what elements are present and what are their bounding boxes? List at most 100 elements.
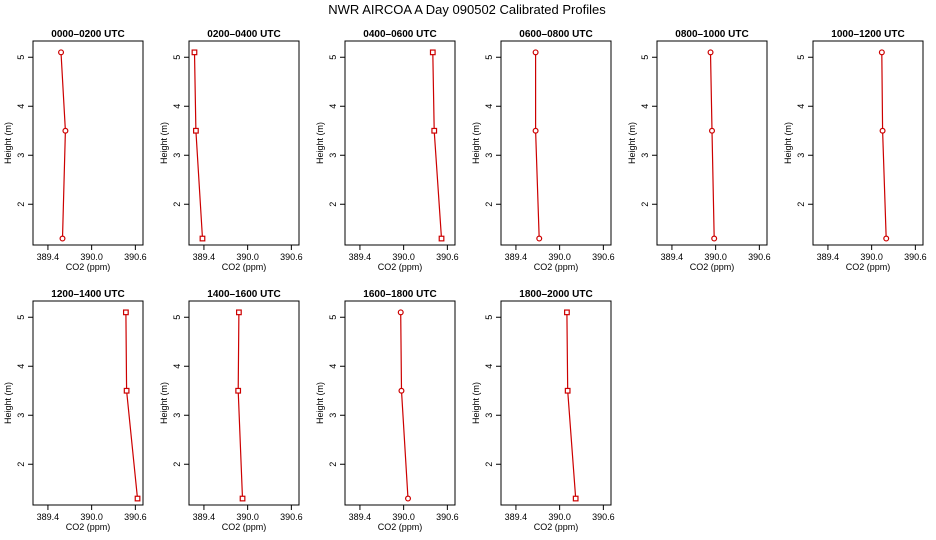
y-tick-label: 5	[172, 315, 182, 320]
data-point	[58, 49, 65, 56]
y-tick-label: 2	[16, 462, 26, 467]
profile-line	[566, 312, 577, 499]
chart-panel: 1800–2000 UTC 389.4 390.0 390.6 CO2 (ppm) 2 3 4…	[471, 289, 615, 532]
data-point	[199, 235, 206, 242]
profile-line	[237, 312, 244, 499]
y-tick-label: 2	[16, 202, 26, 207]
data-point	[62, 127, 69, 134]
panel-title: 0400–0600 UTC	[363, 29, 436, 40]
data-point	[431, 127, 438, 134]
plot-frame	[32, 300, 144, 506]
profile-line	[709, 52, 715, 239]
plot-frame	[188, 40, 300, 246]
panel-title: 0200–0400 UTC	[207, 29, 280, 40]
x-axis-label: CO2 (ppm)	[66, 262, 111, 272]
y-axis-label: Height (m)	[159, 382, 169, 424]
x-tick-label: 389.4	[193, 252, 216, 262]
y-tick-label: 4	[16, 104, 26, 109]
y-tick-label: 3	[328, 413, 338, 418]
y-tick-label: 4	[796, 104, 806, 109]
x-tick-label: 389.4	[37, 512, 60, 522]
x-axis-label: CO2 (ppm)	[690, 262, 735, 272]
x-tick-label: 390.0	[704, 252, 727, 262]
data-point	[123, 387, 130, 394]
y-tick-label: 2	[172, 202, 182, 207]
y-tick-label: 4	[328, 104, 338, 109]
x-axis-label: CO2 (ppm)	[66, 522, 111, 532]
data-point	[59, 235, 66, 242]
y-tick-label: 5	[640, 55, 650, 60]
x-tick-label: 390.6	[436, 512, 459, 522]
y-tick-label: 2	[328, 462, 338, 467]
x-tick-label: 390.6	[280, 512, 303, 522]
panel-title: 1200–1400 UTC	[51, 289, 124, 300]
data-point	[536, 235, 543, 242]
data-point	[438, 235, 445, 242]
x-tick-label: 390.0	[236, 512, 259, 522]
chart-panel: 0400–0600 UTC 389.4 390.0 390.6 CO2 (ppm) 2 3 4…	[315, 29, 459, 272]
x-tick-label: 390.6	[592, 252, 615, 262]
chart-panel: 0600–0800 UTC 389.4 390.0 390.6 CO2 (ppm) 2 3 4…	[471, 29, 615, 272]
data-point	[134, 495, 141, 502]
data-point	[564, 387, 571, 394]
y-tick-label: 3	[640, 153, 650, 158]
data-point	[532, 127, 539, 134]
plot-frame	[344, 40, 456, 246]
y-tick-label: 2	[640, 202, 650, 207]
x-axis-label: CO2 (ppm)	[222, 262, 267, 272]
data-point	[191, 49, 198, 56]
x-axis-label: CO2 (ppm)	[846, 262, 891, 272]
plot-frame	[500, 300, 612, 506]
x-tick-label: 389.4	[349, 512, 372, 522]
figure-title: NWR AIRCOA A Day 090502 Calibrated Profi…	[328, 2, 606, 17]
y-axis-label: Height (m)	[627, 122, 637, 164]
data-point	[193, 127, 199, 134]
x-tick-label: 390.6	[592, 512, 615, 522]
panel-title: 0800–1000 UTC	[675, 29, 748, 40]
chart-panel: 0000–0200 UTC 389.4 390.0 390.6 CO2 (ppm) 2 3 4…	[3, 29, 147, 272]
chart-panel: 0800–1000 UTC 389.4 390.0 390.6 CO2 (ppm) 2 3 4…	[627, 29, 771, 272]
x-tick-label: 389.4	[505, 512, 528, 522]
x-axis-label: CO2 (ppm)	[534, 522, 579, 532]
y-axis-label: Height (m)	[3, 382, 13, 424]
y-tick-label: 3	[16, 153, 26, 158]
y-tick-label: 3	[172, 413, 182, 418]
x-axis-label: CO2 (ppm)	[534, 262, 579, 272]
chart-panel: 1200–1400 UTC 389.4 390.0 390.6 CO2 (ppm) 2 3 4…	[3, 289, 147, 532]
profile-line	[125, 312, 139, 499]
panels-grid: 0000–0200 UTC 389.4 390.0 390.6 CO2 (ppm) 2 3 4…	[3, 29, 927, 532]
panel-title: 1400–1600 UTC	[207, 289, 280, 300]
chart-panel: 1000–1200 UTC 389.4 390.0 390.6 CO2 (ppm) 2 3 4…	[783, 29, 927, 272]
y-tick-label: 3	[796, 153, 806, 158]
y-tick-label: 4	[640, 104, 650, 109]
data-point	[564, 309, 570, 316]
plot-frame	[500, 40, 612, 246]
profile-line	[60, 52, 67, 239]
data-point	[239, 495, 246, 502]
data-point	[532, 49, 539, 56]
chart-panel: 0200–0400 UTC 389.4 390.0 390.6 CO2 (ppm) 2 3 4…	[159, 29, 303, 272]
y-tick-label: 2	[796, 202, 806, 207]
x-axis-label: CO2 (ppm)	[378, 262, 423, 272]
y-tick-label: 2	[172, 462, 182, 467]
y-axis-label: Height (m)	[783, 122, 793, 164]
data-point	[572, 495, 579, 502]
y-axis-label: Height (m)	[471, 122, 481, 164]
x-tick-label: 390.0	[80, 252, 103, 262]
profile-line	[432, 52, 443, 239]
plot-frame	[344, 300, 456, 506]
x-tick-label: 390.6	[904, 252, 927, 262]
panel-title: 1800–2000 UTC	[519, 289, 592, 300]
x-tick-label: 390.0	[548, 252, 571, 262]
y-tick-label: 2	[484, 462, 494, 467]
x-tick-label: 390.6	[124, 252, 147, 262]
x-tick-label: 390.6	[436, 252, 459, 262]
x-tick-label: 390.0	[392, 252, 415, 262]
data-point	[122, 309, 129, 316]
y-tick-label: 5	[16, 315, 26, 320]
y-tick-label: 3	[172, 153, 182, 158]
data-point	[397, 309, 404, 316]
data-point	[398, 387, 405, 394]
profile-line	[881, 52, 887, 239]
